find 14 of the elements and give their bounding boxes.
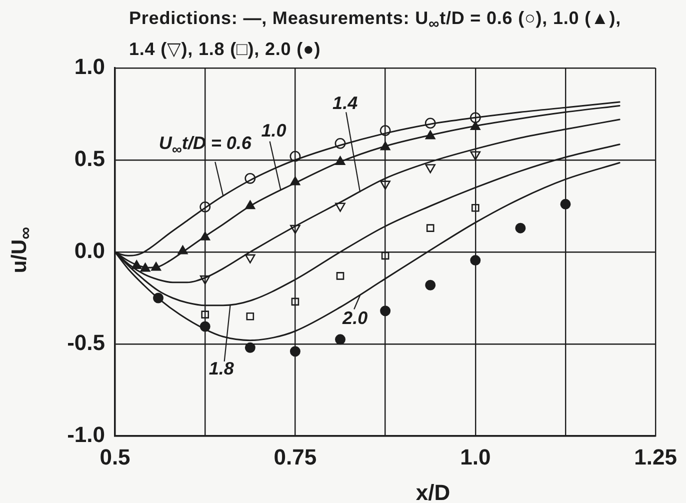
x-axis-title: x/D — [416, 480, 450, 503]
y-tick-label: 0.5 — [74, 146, 105, 172]
annotation: 1.0 — [261, 120, 286, 140]
x-tick-label: 0.75 — [274, 444, 317, 470]
x-tick-label: 1.25 — [634, 444, 678, 470]
y-tick-label: 0.0 — [74, 238, 105, 264]
y-tick-label: -0.5 — [67, 330, 105, 356]
annotation: 1.8 — [208, 358, 234, 378]
x-tick-label: 1.0 — [460, 444, 491, 470]
annotation: 2.0 — [342, 308, 368, 328]
annotation: 1.4 — [332, 93, 358, 114]
chart-title: Predictions: —, Measurements: U$_{∞}$t/D = 0.6 (○), 1.0 (▲), 1.4 (▽), 1.8 (□), 2.0 (●) — [129, 8, 621, 59]
y-tick-label: 1.0 — [74, 54, 105, 80]
annotation: U∞t/D = 0.6 — [158, 132, 252, 158]
